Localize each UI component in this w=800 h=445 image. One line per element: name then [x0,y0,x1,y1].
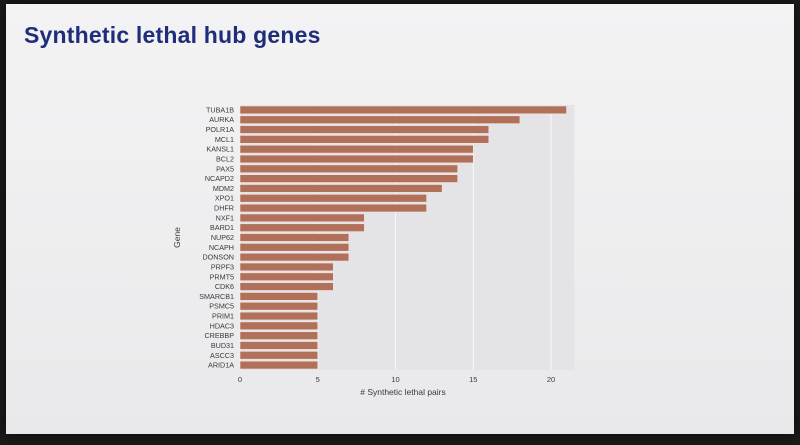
category-label: PRPF3 [211,262,234,271]
x-tick-label: 5 [316,375,320,384]
x-tick-label: 0 [238,375,242,384]
category-label: KANSL1 [206,145,234,154]
bar-crebbp [239,331,319,340]
category-label: BARD1 [210,223,234,232]
x-tick-label: 15 [469,375,477,384]
bar-prmt5 [239,272,334,281]
bar-pax5 [239,164,458,174]
bar-psmc5 [239,301,319,311]
category-label: AURKA [209,115,234,124]
bar-cdk6 [239,282,334,291]
category-label: BCL2 [216,154,234,163]
category-label: MDM2 [213,184,234,193]
bar-ncapd2 [239,174,458,183]
bar-hdac3 [239,321,319,331]
category-label: SMARCB1 [199,292,234,301]
category-label: NXF1 [216,213,234,222]
bar-nxf1 [239,213,365,223]
category-label: HDAC3 [210,321,234,330]
bar-polr1a [239,125,490,134]
bar-prpf3 [239,262,334,272]
bar-nup62 [239,233,350,242]
category-label: MCL1 [215,135,234,144]
category-label: DHFR [214,204,234,213]
bar-ascc3 [239,351,319,360]
category-label: ASCC3 [210,351,234,360]
bar-xpo1 [239,194,427,203]
bar-bud31 [239,341,319,350]
category-label: DONSON [202,253,234,262]
category-label: CDK6 [215,282,234,291]
bar-smarcb1 [239,292,319,301]
category-label: PSMC5 [209,302,234,311]
bar-mcl1 [239,135,490,144]
bar-prim1 [239,311,319,321]
category-label: NCAPH [209,243,234,252]
category-label: POLR1A [206,125,235,134]
bar-kansl1 [239,144,474,154]
bar-bard1 [239,223,365,232]
category-label: NUP62 [211,233,234,242]
bar-aurka [239,115,521,124]
bar-bcl2 [239,154,474,164]
category-label: CREBBP [204,331,234,340]
category-label: PAX5 [216,164,234,173]
bar-arid1a [239,360,319,370]
bar-ncaph [239,243,350,252]
category-label: PRIM1 [212,312,234,321]
category-label: TUBA1B [206,105,234,114]
category-label: BUD31 [211,341,234,350]
x-axis-label: # Synthetic lethal pairs [360,387,446,397]
bar-dhfr [239,203,427,213]
bar-tuba1b [239,105,567,115]
slide: Synthetic lethal hub genes TUBA1B AURKA PO… [6,4,794,434]
category-label: NCAPD2 [205,174,234,183]
bar-donson [239,252,350,262]
bar-chart: TUBA1BAURKAPOLR1AMCL1KANSL1BCL2PAX5NCAPD… [172,105,575,397]
bar-mdm2 [239,184,443,193]
category-label: XPO1 [215,194,234,203]
slide-title: Synthetic lethal hub genes [24,22,321,48]
category-label: ARID1A [208,361,234,370]
x-tick-label: 10 [391,375,399,384]
y-axis-label: Gene [172,227,182,248]
x-tick-label: 20 [547,375,555,384]
category-label: PRMT5 [210,272,234,281]
